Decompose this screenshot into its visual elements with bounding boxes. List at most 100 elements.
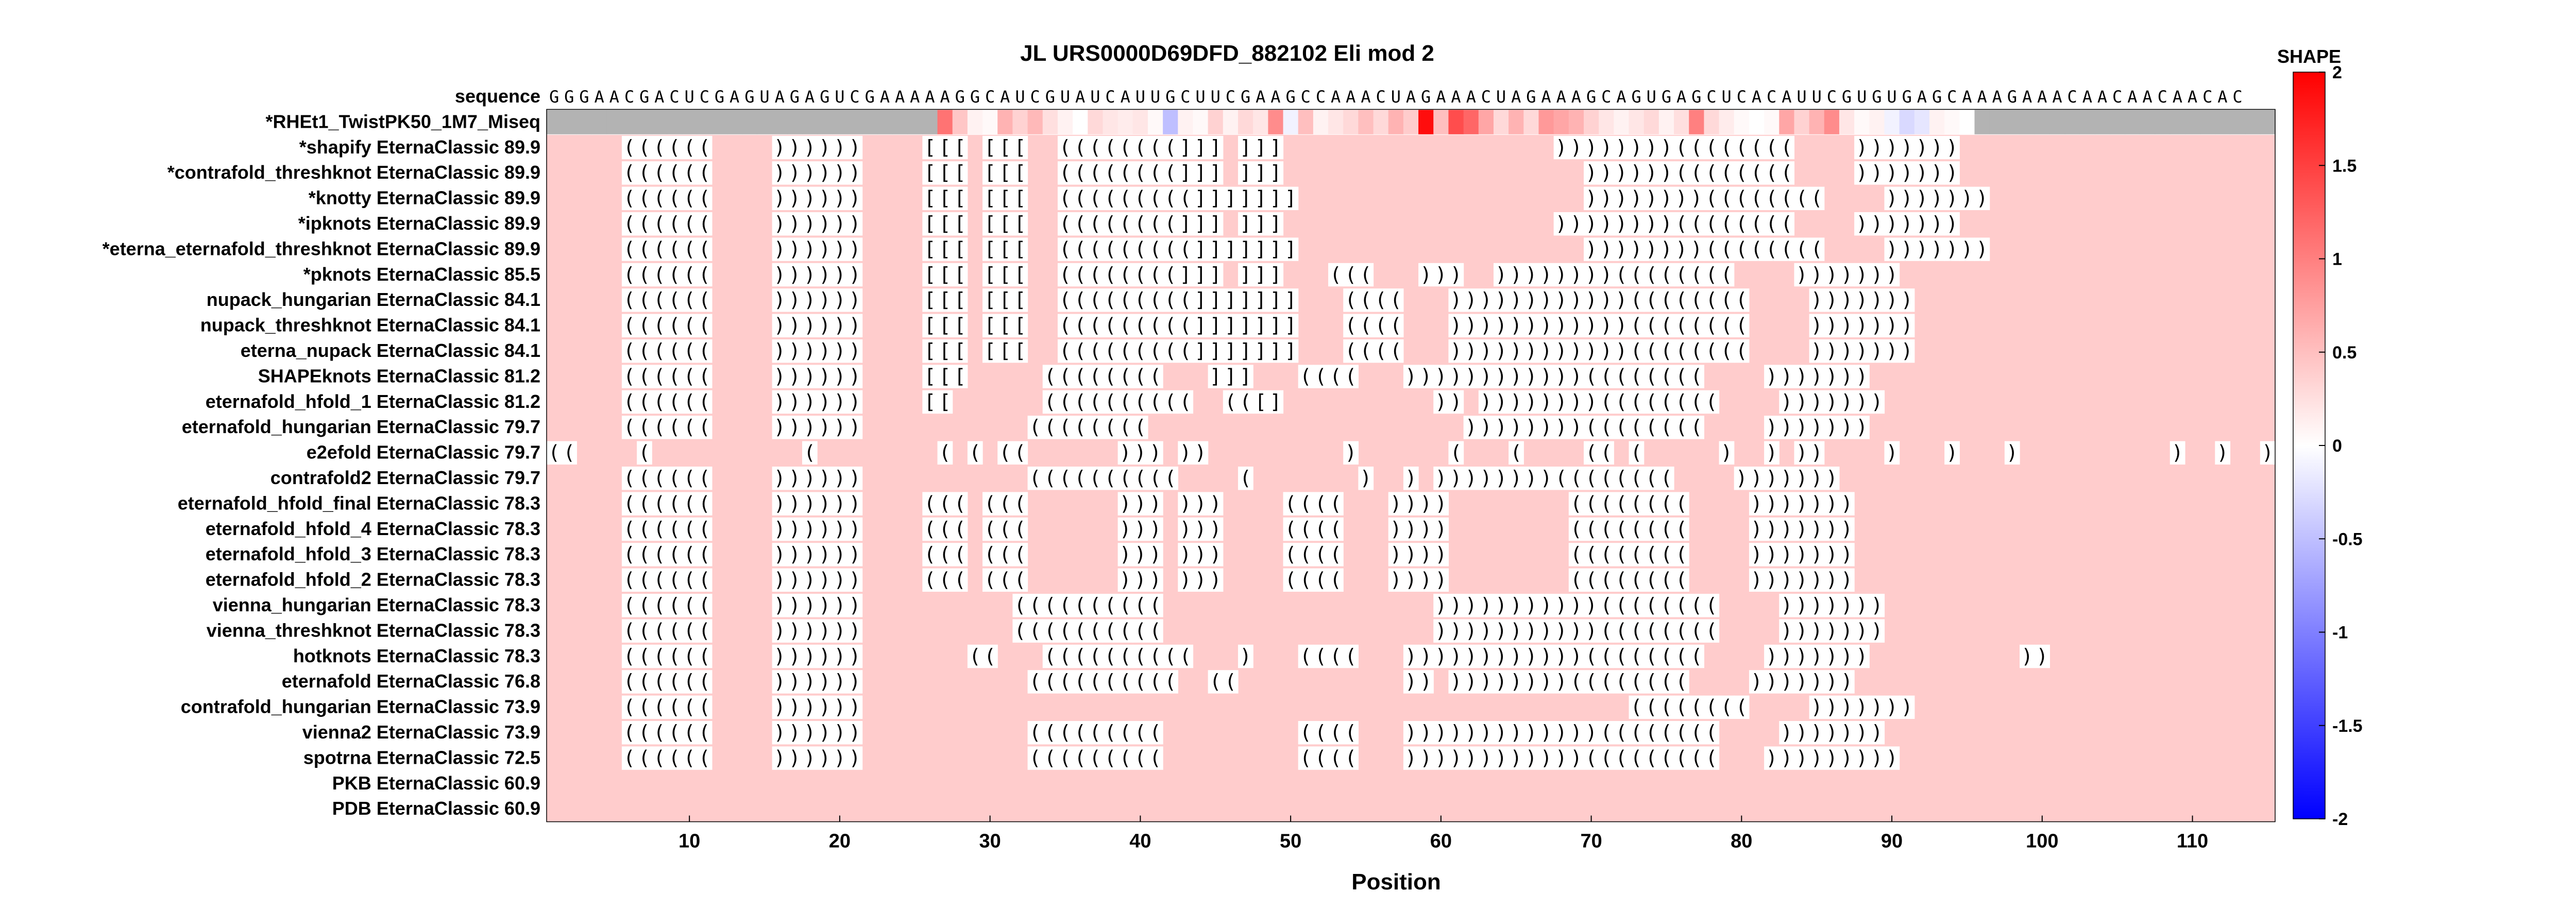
- dot-bracket-char: (: [1660, 390, 1672, 413]
- dot-bracket-char: (: [1811, 187, 1823, 210]
- dot-bracket-char: ): [1811, 365, 1823, 387]
- dot-bracket-char: (: [1105, 467, 1116, 489]
- dot-bracket-char: ): [1826, 467, 1838, 489]
- sequence-nucleotide: G: [1586, 87, 1596, 107]
- dot-bracket-char: ): [819, 136, 831, 159]
- dot-bracket-char: (: [1044, 594, 1056, 616]
- dot-bracket-char: ): [774, 619, 786, 642]
- dot-bracket-char: (: [1600, 619, 1612, 642]
- dot-bracket-char: (: [1736, 314, 1748, 337]
- dot-bracket-char: (: [1585, 569, 1597, 591]
- dot-bracket-char: (: [1089, 467, 1101, 489]
- paired-base-cell: [1193, 186, 1209, 210]
- dot-bracket-char: (: [1600, 594, 1612, 616]
- dot-bracket-char: ): [804, 619, 816, 642]
- dot-bracket-char: ): [1435, 645, 1447, 667]
- paired-base-cell: [1914, 161, 1930, 185]
- dot-bracket-char: (: [699, 492, 710, 514]
- sequence-nucleotide: U: [1887, 87, 1896, 107]
- reactivity-cell: [1042, 110, 1058, 134]
- dot-bracket-char: (: [699, 212, 710, 235]
- dot-bracket-char: (: [1044, 619, 1056, 642]
- paired-base-cell: [1057, 135, 1073, 160]
- dot-bracket-char: ): [804, 645, 816, 667]
- sequence-nucleotide: A: [2097, 87, 2107, 107]
- dot-bracket-char: ): [1826, 365, 1838, 387]
- dot-bracket-char: (: [638, 569, 650, 591]
- dot-bracket-char: ): [849, 416, 861, 438]
- structure-row-label: PDB EternaClassic 60.9: [332, 798, 540, 819]
- paired-base-cell: [1944, 161, 1960, 185]
- dot-bracket-char: (: [1721, 212, 1733, 235]
- dot-bracket-char: (: [1120, 721, 1131, 744]
- dot-bracket-char: (: [1134, 645, 1146, 667]
- paired-base-cell: [1809, 186, 1825, 210]
- dot-bracket-char: (: [1631, 619, 1642, 642]
- dot-bracket-char: ): [1450, 390, 1462, 413]
- dot-bracket-char: (: [623, 416, 635, 438]
- dot-bracket-char: ): [1480, 721, 1492, 744]
- dot-bracket-char: (: [1600, 441, 1612, 464]
- dot-bracket-char: ): [1901, 314, 1913, 337]
- dot-bracket-char: (: [638, 441, 650, 464]
- paired-base-cell: [817, 161, 833, 185]
- dot-bracket-char: ): [804, 416, 816, 438]
- dot-bracket-char: (: [1600, 543, 1612, 565]
- dot-bracket-char: (: [1675, 619, 1687, 642]
- dot-bracket-char: ): [1149, 441, 1161, 464]
- dot-bracket-char: ): [1360, 467, 1372, 489]
- dot-bracket-char: ): [1796, 365, 1808, 387]
- dot-bracket-char: ): [789, 263, 801, 286]
- dot-bracket-char: ): [819, 416, 831, 438]
- dot-bracket-char: (: [1675, 212, 1687, 235]
- dot-bracket-char: (: [1149, 365, 1161, 387]
- dot-bracket-char: ]: [1255, 339, 1266, 362]
- dot-bracket-char: (: [1390, 288, 1402, 311]
- dot-bracket-char: (: [1105, 365, 1116, 387]
- dot-bracket-char: ): [789, 390, 801, 413]
- dot-bracket-char: ): [1690, 187, 1702, 210]
- dot-bracket-char: ): [1841, 594, 1853, 616]
- colorbar-title: SHAPE: [2277, 46, 2341, 67]
- structure-row-label: PKB EternaClassic 60.9: [332, 772, 540, 794]
- dot-bracket-char: (: [1736, 288, 1748, 311]
- dot-bracket-char: (: [1044, 365, 1056, 387]
- dot-bracket-char: (: [1615, 670, 1627, 693]
- dot-bracket-char: ): [1435, 721, 1447, 744]
- dot-bracket-char: ): [804, 365, 816, 387]
- dot-bracket-char: (: [1510, 441, 1522, 464]
- dot-bracket-char: (: [699, 339, 710, 362]
- dot-bracket-char: (: [699, 161, 710, 184]
- dot-bracket-char: (: [1675, 161, 1687, 184]
- dot-bracket-char: (: [1029, 594, 1041, 616]
- dot-bracket-char: ]: [1210, 161, 1222, 184]
- paired-base-cell: [982, 212, 998, 236]
- dot-bracket-char: ): [1450, 339, 1462, 362]
- dot-bracket-char: ): [849, 569, 861, 591]
- dot-bracket-char: ]: [1210, 339, 1222, 362]
- dot-bracket-char: ): [1841, 390, 1853, 413]
- sequence-nucleotide: U: [1797, 87, 1806, 107]
- dot-bracket-char: ): [1886, 288, 1898, 311]
- row-labels: sequence*RHEt1_TwistPK50_1M7_Miseq*shapi…: [103, 85, 540, 819]
- reactivity-cell: [1523, 110, 1539, 134]
- dot-bracket-char: (: [1105, 416, 1116, 438]
- structure-row-label: eterna_nupack EternaClassic 84.1: [241, 340, 540, 361]
- dot-bracket-char: (: [1646, 619, 1657, 642]
- dot-bracket-char: (: [1240, 467, 1251, 489]
- dot-bracket-char: ): [1420, 263, 1432, 286]
- dot-bracket-char: (: [1706, 263, 1718, 286]
- dot-bracket-char: ): [849, 619, 861, 642]
- dot-bracket-char: ): [819, 594, 831, 616]
- dot-bracket-char: (: [1706, 746, 1718, 769]
- dot-bracket-char: ): [1585, 136, 1597, 159]
- dot-bracket-char: ): [1841, 645, 1853, 667]
- paired-base-cell: [1689, 186, 1704, 210]
- paired-base-cell: [1057, 186, 1073, 210]
- dot-bracket-char: ): [1856, 288, 1868, 311]
- dot-bracket-char: ): [1796, 543, 1808, 565]
- sequence-nucleotide: G: [715, 87, 724, 107]
- dot-bracket-char: ): [774, 416, 786, 438]
- dot-bracket-char: ]: [1240, 136, 1251, 159]
